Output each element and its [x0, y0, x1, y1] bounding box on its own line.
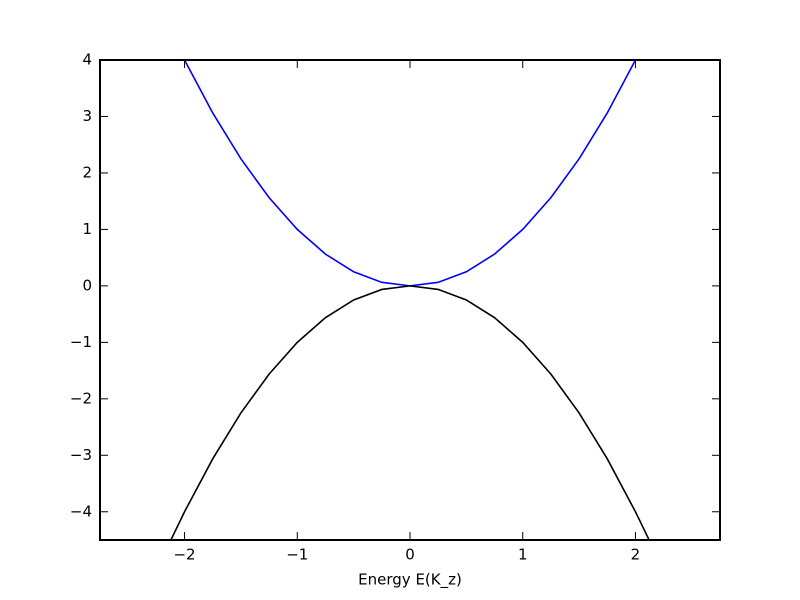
y-tick-label: −3: [70, 446, 92, 464]
x-tick-label: 1: [518, 546, 528, 564]
x-tick-label: −2: [173, 546, 195, 564]
x-axis-label: Energy E(K_z): [358, 571, 462, 590]
plot-frame: [99, 59, 721, 541]
y-tick-label: 4: [82, 51, 92, 69]
x-tick-label: 2: [631, 546, 641, 564]
series-line: [170, 285, 650, 540]
y-tick-label: 3: [82, 107, 92, 125]
y-tick-label: 1: [82, 220, 92, 238]
x-tick-label: −1: [286, 546, 308, 564]
y-tick-label: 2: [82, 163, 92, 181]
y-tick-label: −1: [70, 333, 92, 351]
x-tick-label: 0: [405, 546, 415, 564]
y-tick-label: −2: [70, 389, 92, 407]
y-tick-label: 0: [82, 276, 92, 294]
y-tick-label: −4: [70, 502, 92, 520]
